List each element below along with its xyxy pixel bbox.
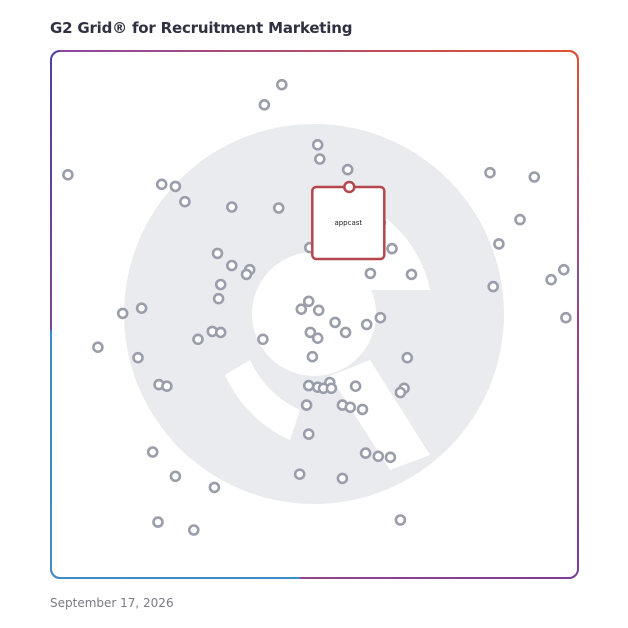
vendor-point[interactable] [135, 302, 148, 315]
vendor-point[interactable] [214, 326, 227, 339]
vendor-point[interactable] [384, 451, 397, 464]
vendor-point[interactable] [545, 273, 557, 286]
vendor-point[interactable] [341, 163, 354, 176]
vendor-point[interactable] [302, 295, 315, 308]
footer-date: September 17, 2026 [50, 596, 174, 610]
vendor-point[interactable] [258, 99, 271, 111]
vendor-point[interactable] [275, 78, 288, 91]
vendor-point[interactable] [293, 468, 306, 481]
vendor-point[interactable] [325, 382, 338, 395]
vendor-point[interactable] [240, 268, 253, 281]
vendor-point[interactable] [212, 292, 225, 305]
vendor-point[interactable] [311, 139, 324, 151]
vendor-point[interactable] [313, 153, 326, 165]
vendor-point[interactable] [300, 399, 313, 411]
vendor-point[interactable] [169, 470, 182, 483]
vendor-point[interactable] [360, 318, 373, 331]
highlight-point-marker[interactable] [343, 180, 356, 194]
vendor-point[interactable] [295, 303, 308, 316]
vendor-point[interactable] [560, 311, 572, 324]
vendor-point[interactable] [484, 166, 496, 179]
vendor-point[interactable] [312, 304, 325, 317]
vendor-point[interactable] [169, 180, 182, 193]
vendor-logo-label: appcast [334, 219, 362, 227]
vendor-point[interactable] [306, 350, 319, 363]
vendor-point[interactable] [188, 524, 200, 536]
highlight-vendor[interactable]: appcast [311, 180, 386, 261]
vendor-point[interactable] [302, 379, 315, 392]
vendor-point[interactable] [257, 333, 269, 346]
vendor-point[interactable] [514, 213, 526, 226]
vendor-point[interactable] [192, 333, 204, 346]
vendor-point[interactable] [394, 514, 407, 526]
vendor-point[interactable] [311, 332, 324, 345]
vendor-point[interactable] [394, 386, 407, 399]
page-title: G2 Grid® for Recruitment Marketing [50, 19, 353, 37]
vendor-point[interactable] [226, 201, 238, 213]
vendor-point[interactable] [132, 351, 144, 364]
vendor-point[interactable] [372, 450, 385, 463]
vendor-point[interactable] [386, 242, 398, 255]
vendor-point[interactable] [364, 267, 377, 280]
vendor-point[interactable] [401, 351, 414, 364]
vendor-point[interactable] [344, 401, 357, 414]
vendor-point[interactable] [349, 380, 362, 393]
vendor-point[interactable] [302, 428, 315, 440]
vendor-point[interactable] [161, 380, 173, 393]
vendor-point[interactable] [226, 259, 238, 272]
vendor-point[interactable] [359, 447, 372, 459]
vendor-point[interactable] [339, 326, 352, 339]
vendor-point[interactable] [374, 311, 387, 324]
vendor-point[interactable] [304, 326, 317, 339]
vendor-point[interactable] [92, 341, 104, 354]
vendor-point[interactable] [179, 195, 191, 208]
vendor-point[interactable] [208, 481, 221, 494]
vendor-point[interactable] [557, 263, 570, 276]
vendor-point[interactable] [146, 446, 159, 458]
vendor-point[interactable] [155, 178, 168, 191]
vendor-point[interactable] [272, 202, 285, 214]
vendor-point[interactable] [116, 307, 129, 320]
vendor-point[interactable] [211, 247, 224, 260]
vendor-point[interactable] [152, 516, 164, 528]
vendor-point[interactable] [528, 171, 541, 183]
vendor-point[interactable] [405, 268, 418, 281]
vendor-point[interactable] [62, 169, 74, 181]
vendor-point[interactable] [214, 278, 227, 291]
vendor-point[interactable] [329, 316, 341, 329]
points-layer [62, 78, 572, 536]
vendor-point[interactable] [356, 403, 369, 416]
vendor-point[interactable] [336, 472, 349, 485]
vendor-point[interactable] [487, 280, 500, 293]
vendor-point[interactable] [493, 238, 505, 250]
